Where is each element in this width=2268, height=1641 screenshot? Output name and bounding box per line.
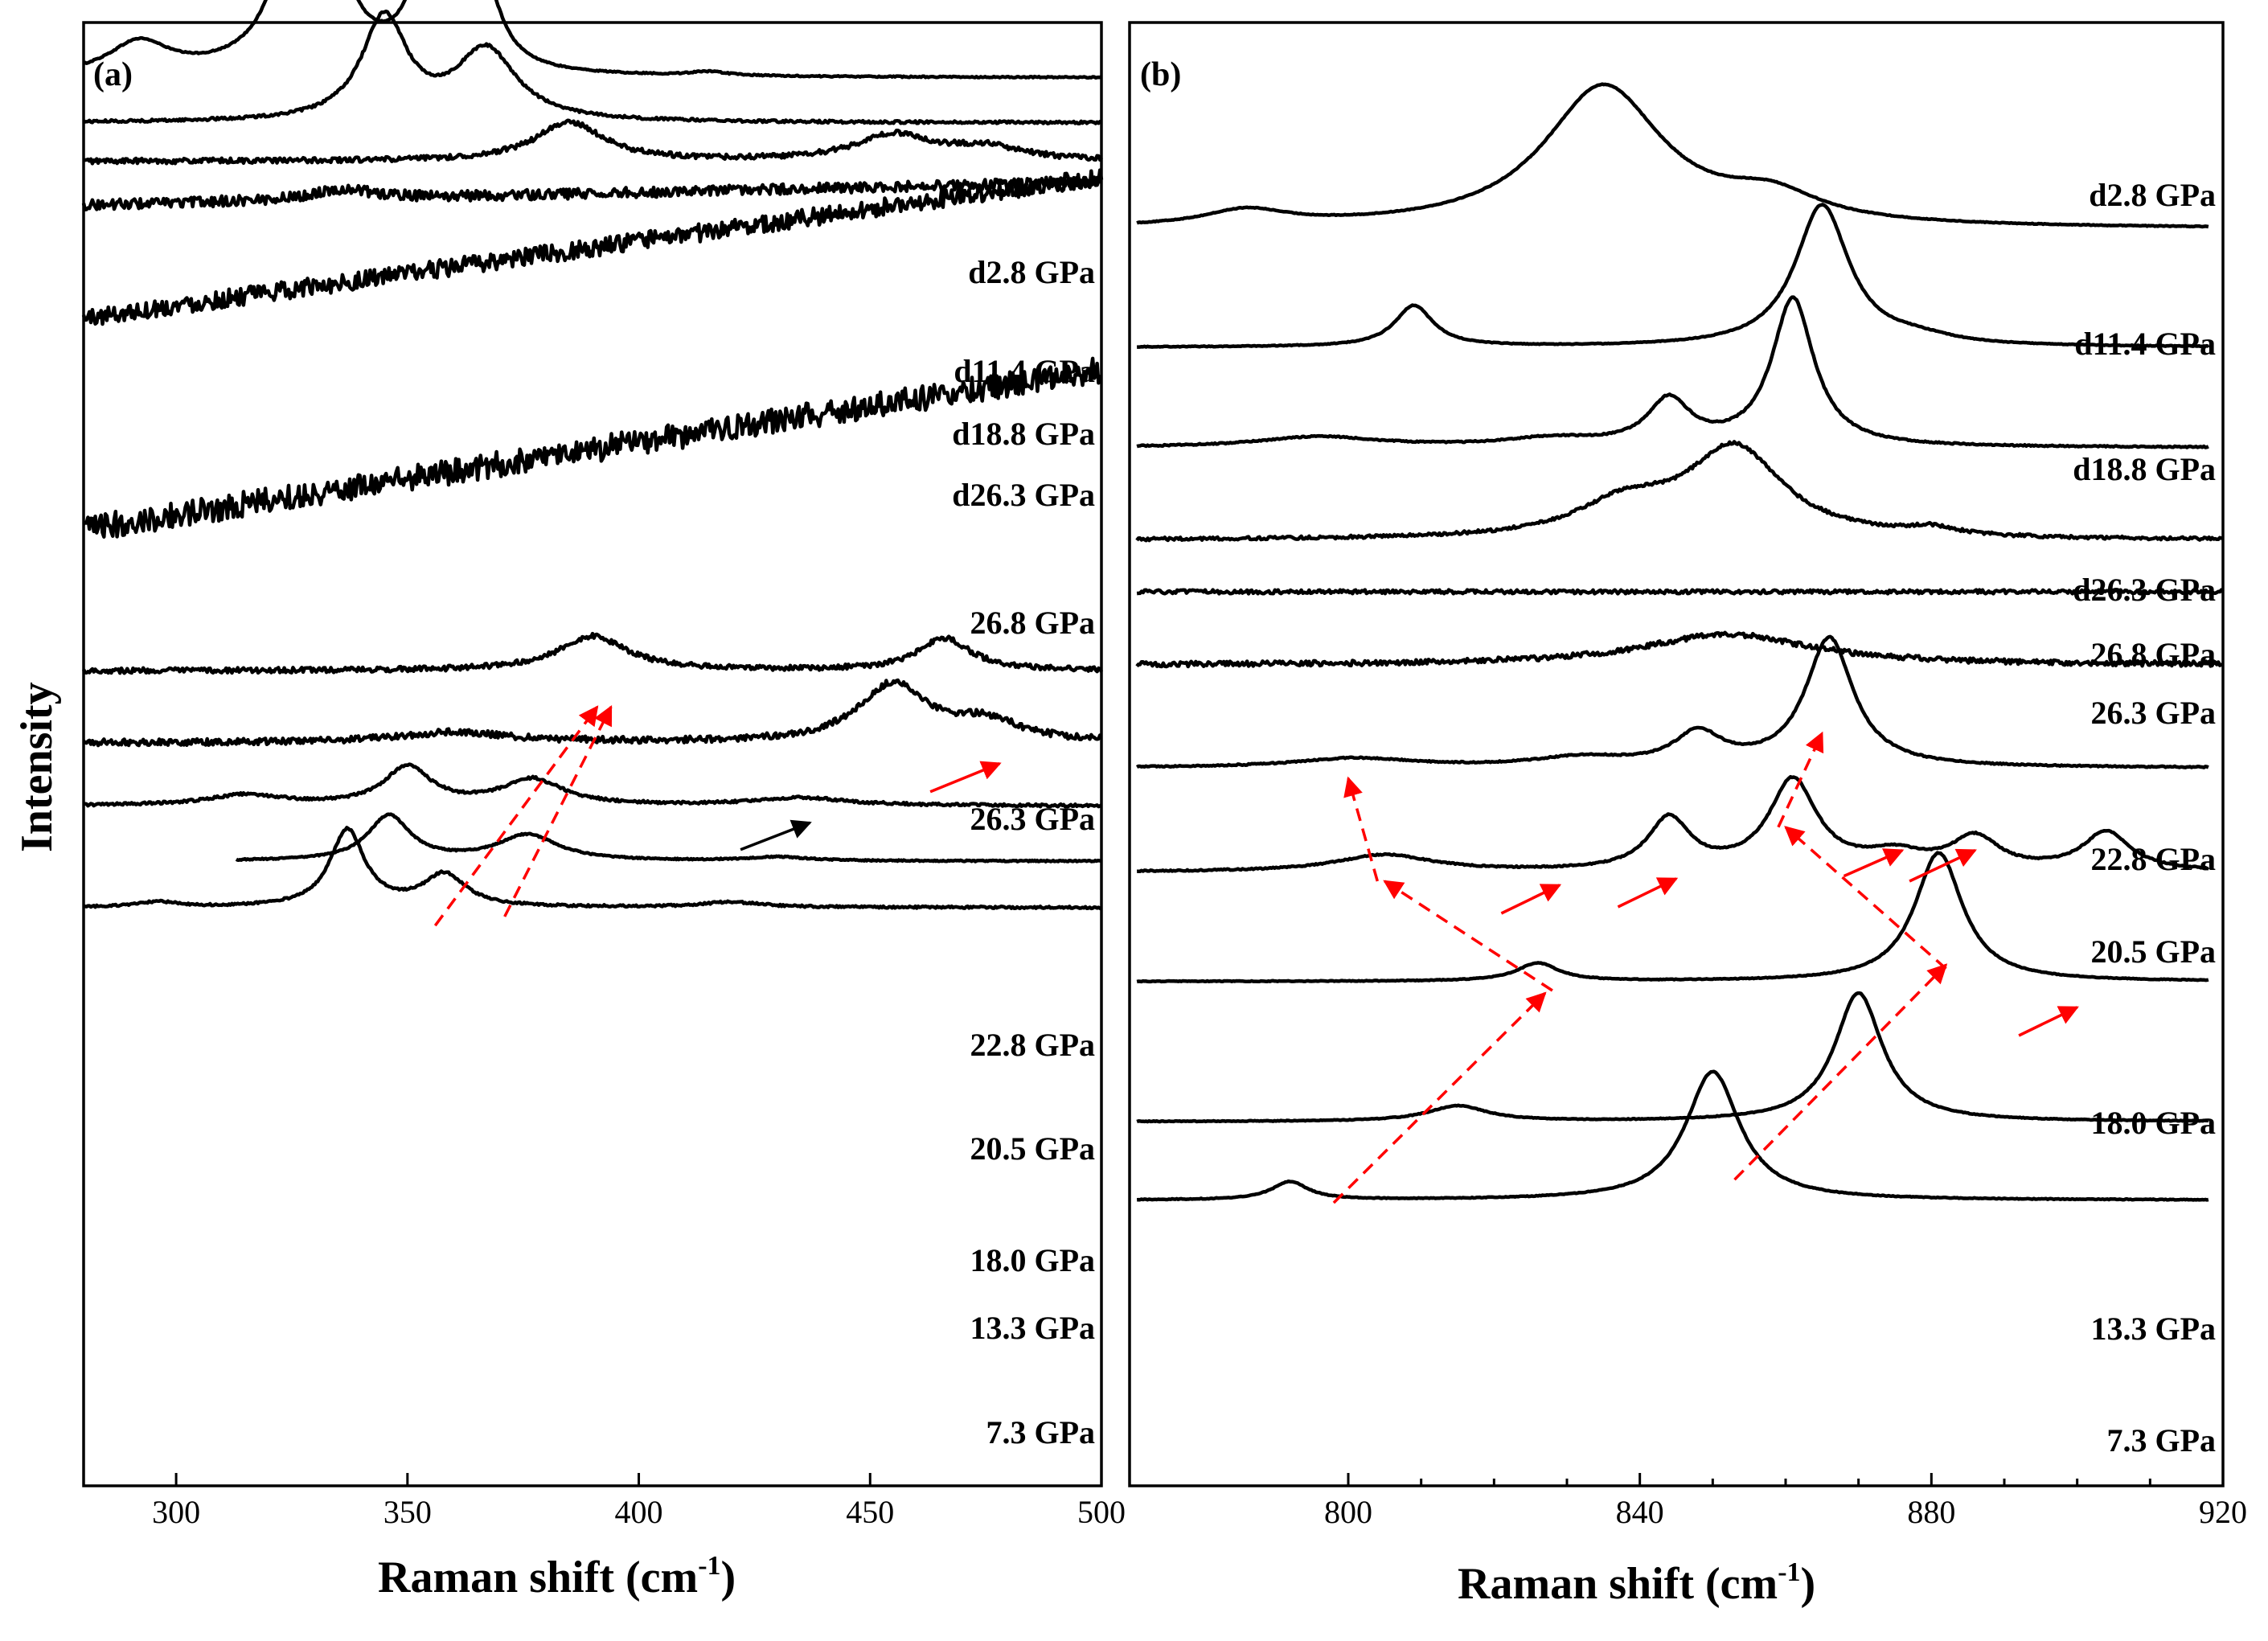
spectrum-b-10 bbox=[1136, 1069, 2209, 1202]
spectrum-a-1 bbox=[82, 9, 1102, 126]
x-tick-label-a-0: 300 bbox=[152, 1494, 200, 1530]
arrow-b-3 bbox=[1343, 776, 1379, 882]
series-label-a-1: d11.4 GPa bbox=[954, 353, 1095, 389]
arrow-a-0 bbox=[433, 705, 599, 927]
spectrum-a-3 bbox=[81, 175, 1102, 211]
x-tick-label-a-1: 350 bbox=[383, 1494, 432, 1530]
series-label-a-2: d18.8 GPa bbox=[952, 416, 1095, 452]
spectrum-a-0 bbox=[82, 0, 1103, 80]
series-label-a-5: 26.3 GPa bbox=[970, 801, 1095, 837]
series-label-b-5: 26.3 GPa bbox=[2090, 695, 2216, 731]
spectrum-a-2 bbox=[83, 118, 1103, 166]
spectrum-b-1 bbox=[1136, 203, 2209, 349]
x-tick-label-b-3: 920 bbox=[2199, 1494, 2247, 1530]
x-tick-label-b-2: 880 bbox=[1907, 1494, 1955, 1530]
series-label-a-10: 7.3 GPa bbox=[986, 1414, 1095, 1450]
panel-b: (b) d2.8 GPa d11.4 GPa d18.8 GPa d26.3 GPa 2… bbox=[1128, 21, 2247, 1530]
spectrum-a-4 bbox=[81, 168, 1104, 326]
arrow-b-9 bbox=[1909, 848, 1977, 883]
panel-a-frame bbox=[82, 21, 1103, 1487]
series-label-b-2: d18.8 GPa bbox=[2073, 451, 2216, 487]
y-axis-title: Intensity bbox=[12, 682, 62, 852]
panel-b-tag: (b) bbox=[1140, 56, 1181, 93]
arrow-b-6 bbox=[1500, 884, 1562, 915]
spectrum-b-3 bbox=[1135, 440, 2224, 543]
arrow-a-2 bbox=[929, 761, 1002, 794]
arrow-b-5 bbox=[1777, 731, 1824, 828]
x-axis-title-b: Raman shift (cm-1) bbox=[1458, 1557, 1815, 1609]
spectrum-b-2 bbox=[1136, 295, 2209, 449]
x-axis-title-a-close: ) bbox=[721, 1553, 736, 1602]
spectrum-b-6 bbox=[1135, 634, 2209, 769]
arrow-b-0 bbox=[1332, 991, 1547, 1204]
arrow-b-10 bbox=[2018, 1006, 2079, 1037]
x-tick-label-b-1: 840 bbox=[1616, 1494, 1664, 1530]
series-label-b-7: 20.5 GPa bbox=[2090, 933, 2216, 970]
arrow-a-3 bbox=[740, 819, 812, 851]
x-axis-title-a-text: Raman shift (cm bbox=[378, 1553, 698, 1602]
arrow-b-1 bbox=[1733, 963, 1948, 1181]
spectrum-a-5 bbox=[82, 356, 1103, 539]
series-label-b-1: d11.4 GPa bbox=[2074, 326, 2216, 362]
series-label-a-6: 22.8 GPa bbox=[970, 1027, 1095, 1063]
series-label-b-8: 18.0 GPa bbox=[2090, 1105, 2216, 1141]
panel-b-frame bbox=[1128, 21, 2225, 1487]
spectrum-a-10 bbox=[83, 826, 1103, 911]
x-axis-title-a: Raman shift (cm-1) bbox=[378, 1551, 736, 1602]
spectrum-a-9 bbox=[235, 812, 1102, 864]
series-label-b-0: d2.8 GPa bbox=[2089, 177, 2216, 213]
arrow-b-4 bbox=[1784, 826, 1947, 970]
series-label-a-8: 18.0 GPa bbox=[970, 1242, 1095, 1278]
arrow-b-7 bbox=[1617, 877, 1679, 909]
arrow-b-8 bbox=[1843, 848, 1905, 878]
spectrum-b-7 bbox=[1136, 774, 2209, 874]
spectrum-a-6 bbox=[81, 631, 1104, 675]
x-axis-title-b-close: ) bbox=[1801, 1559, 1816, 1609]
series-label-a-7: 20.5 GPa bbox=[970, 1130, 1095, 1167]
spectrum-b-8 bbox=[1136, 851, 2209, 984]
x-tick-label-a-2: 400 bbox=[615, 1494, 663, 1530]
spectrum-b-9 bbox=[1136, 991, 2209, 1124]
x-axis-title-b-text: Raman shift (cm bbox=[1458, 1559, 1778, 1609]
spectrum-a-8 bbox=[83, 762, 1103, 809]
spectrum-a-7 bbox=[82, 678, 1103, 748]
spectrum-b-5 bbox=[1135, 630, 2224, 669]
series-label-a-4: 26.8 GPa bbox=[970, 605, 1095, 641]
x-tick-label-a-4: 500 bbox=[1077, 1494, 1126, 1530]
x-tick-label-a-3: 450 bbox=[846, 1494, 894, 1530]
x-axis-title-b-sup: -1 bbox=[1778, 1557, 1800, 1587]
series-label-a-9: 13.3 GPa bbox=[970, 1310, 1095, 1346]
x-axis-title-a-sup: -1 bbox=[698, 1551, 720, 1581]
arrow-b-2 bbox=[1383, 880, 1553, 992]
series-label-b-6: 22.8 GPa bbox=[2090, 841, 2216, 877]
panel-a: (a) d2.8 GPa d11.4 GPa d18.8 GPa d26.3 GPa 2… bbox=[81, 0, 1126, 1530]
series-label-b-3: d26.3 GPa bbox=[2073, 572, 2216, 608]
x-tick-label-b-0: 800 bbox=[1324, 1494, 1372, 1530]
arrow-a-1 bbox=[503, 705, 613, 917]
series-label-b-4: 26.8 GPa bbox=[2090, 636, 2216, 672]
panel-a-tag: (a) bbox=[93, 56, 133, 93]
series-label-a-0: d2.8 GPa bbox=[968, 254, 1095, 290]
series-label-b-9: 13.3 GPa bbox=[2090, 1311, 2216, 1347]
spectrum-b-4 bbox=[1136, 588, 2225, 596]
series-label-b-10: 7.3 GPa bbox=[2106, 1422, 2216, 1458]
series-label-a-3: d26.3 GPa bbox=[952, 477, 1095, 513]
spectrum-b-0 bbox=[1136, 82, 2209, 229]
